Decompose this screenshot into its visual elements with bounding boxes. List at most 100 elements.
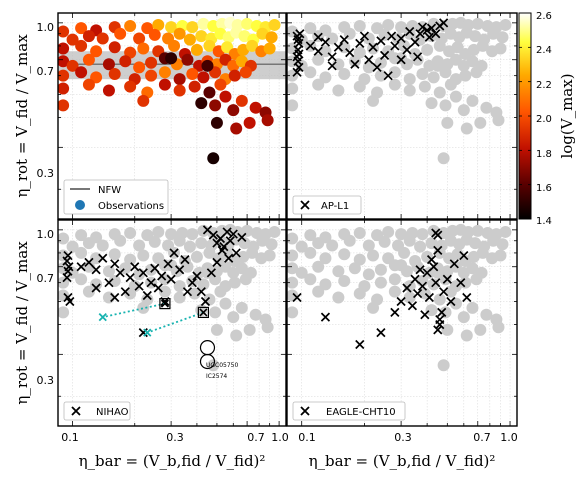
observation-point-grey [487,234,500,247]
ap-l1-point [417,22,428,32]
observation-point-grey [348,262,361,275]
observation-point-grey [152,225,165,238]
observation-point-grey [263,249,276,262]
observation-point-grey [304,22,317,35]
observation-point-grey [418,80,431,93]
nihao-boxed-marker [159,298,171,310]
observation-point-grey [403,27,416,40]
eagle-point [459,250,469,261]
observation-point-grey [102,265,115,278]
nihao-point [120,287,130,297]
observation-point-grey [395,228,408,241]
observation-point [201,59,214,72]
frame-ap-l1 [286,12,518,220]
nihao-point [62,256,72,266]
observation-point-grey [326,32,339,45]
colorbar-label: log(V_max) [558,73,576,158]
eagle-point [433,245,443,255]
ap-l1-point [412,52,423,62]
observation-point [207,152,220,165]
observation-point [58,55,70,68]
ap-l1-point [422,25,432,35]
ap-l1-point [294,62,304,72]
ap-l1-point [295,29,305,39]
observation-point-grey [304,66,317,79]
observation-point-grey [353,287,366,300]
observation-point-grey [58,276,70,289]
nihao-point [142,290,152,301]
observation-point-grey [256,234,269,247]
nihao-point [237,232,247,242]
nihao-point [228,229,238,239]
nihao-point [192,271,202,281]
observation-point [203,86,216,99]
nihao-point [125,273,135,283]
eagle-point [431,278,441,288]
legend-eagle-label: EAGLE-CHT10 [326,407,396,418]
observation-point-grey [427,71,440,84]
nihao-point [110,292,120,303]
x-tick-07-right: 0.7 [473,431,491,444]
observation-point-grey [496,238,509,251]
nihao-point [110,259,120,269]
observation-point-grey [197,278,210,291]
x-tick-01-right: 0.1 [298,431,316,444]
observation-point [75,66,88,79]
observation-point-grey [425,304,438,317]
observation-point-grey [165,228,178,241]
nihao-point [217,245,227,255]
nihao-point [153,283,163,293]
observation-point-grey [466,262,479,275]
nihao-point [224,253,234,263]
observation-point-grey [173,291,186,304]
nihao-point [138,268,148,278]
eagle-point [376,328,386,338]
observation-point-grey [338,67,351,80]
observation-point [195,30,208,43]
nihao-point [187,278,197,288]
nihao-connector [102,302,166,318]
observation-point-grey [492,321,505,334]
observation-point-grey [102,291,115,304]
eagle-point [390,307,400,318]
eagle-point [355,339,365,350]
ap-l1-point [431,29,441,39]
observation-point [165,52,178,65]
colorbar-ticks [519,12,531,220]
observation-point-grey [287,306,299,319]
eagle-point [420,310,430,320]
observation-point [214,78,227,91]
nihao-point [65,296,75,307]
observation-point-grey [287,232,299,245]
observation-point-grey [137,301,150,314]
observation-point-grey [487,27,500,40]
observation-point-grey [173,280,186,293]
observation-point [66,33,79,46]
eagle-point [402,283,412,293]
colorbar-tick-14: 1.4 [536,216,552,227]
observation-point [158,66,171,79]
legend-nihao-label: NIHAO [96,407,129,418]
nihao-target-point [143,328,152,337]
observation-point [268,18,281,31]
observation-point-grey [312,260,325,273]
observation-point-grey [203,246,216,259]
y-axis-label-top: η_rot = V_fid / V_max [13,34,31,198]
observation-point-grey [451,41,464,54]
observation-point-grey [416,67,429,80]
ap-l1-point [372,62,382,72]
eagle-point [426,254,437,265]
eagle-point [439,287,449,297]
observation-point-grey [441,323,454,336]
observation-point-grey [431,59,444,72]
nihao-boxed-point [199,308,208,317]
observation-point-grey [75,229,88,242]
observation-point-grey [367,249,380,262]
observation-point-grey [319,278,332,291]
nihao-point [130,262,140,272]
observation-point [148,28,161,41]
observation-point-grey [332,84,345,97]
colorbar-tick-16: 1.6 [536,183,552,194]
observation-point [82,53,95,66]
